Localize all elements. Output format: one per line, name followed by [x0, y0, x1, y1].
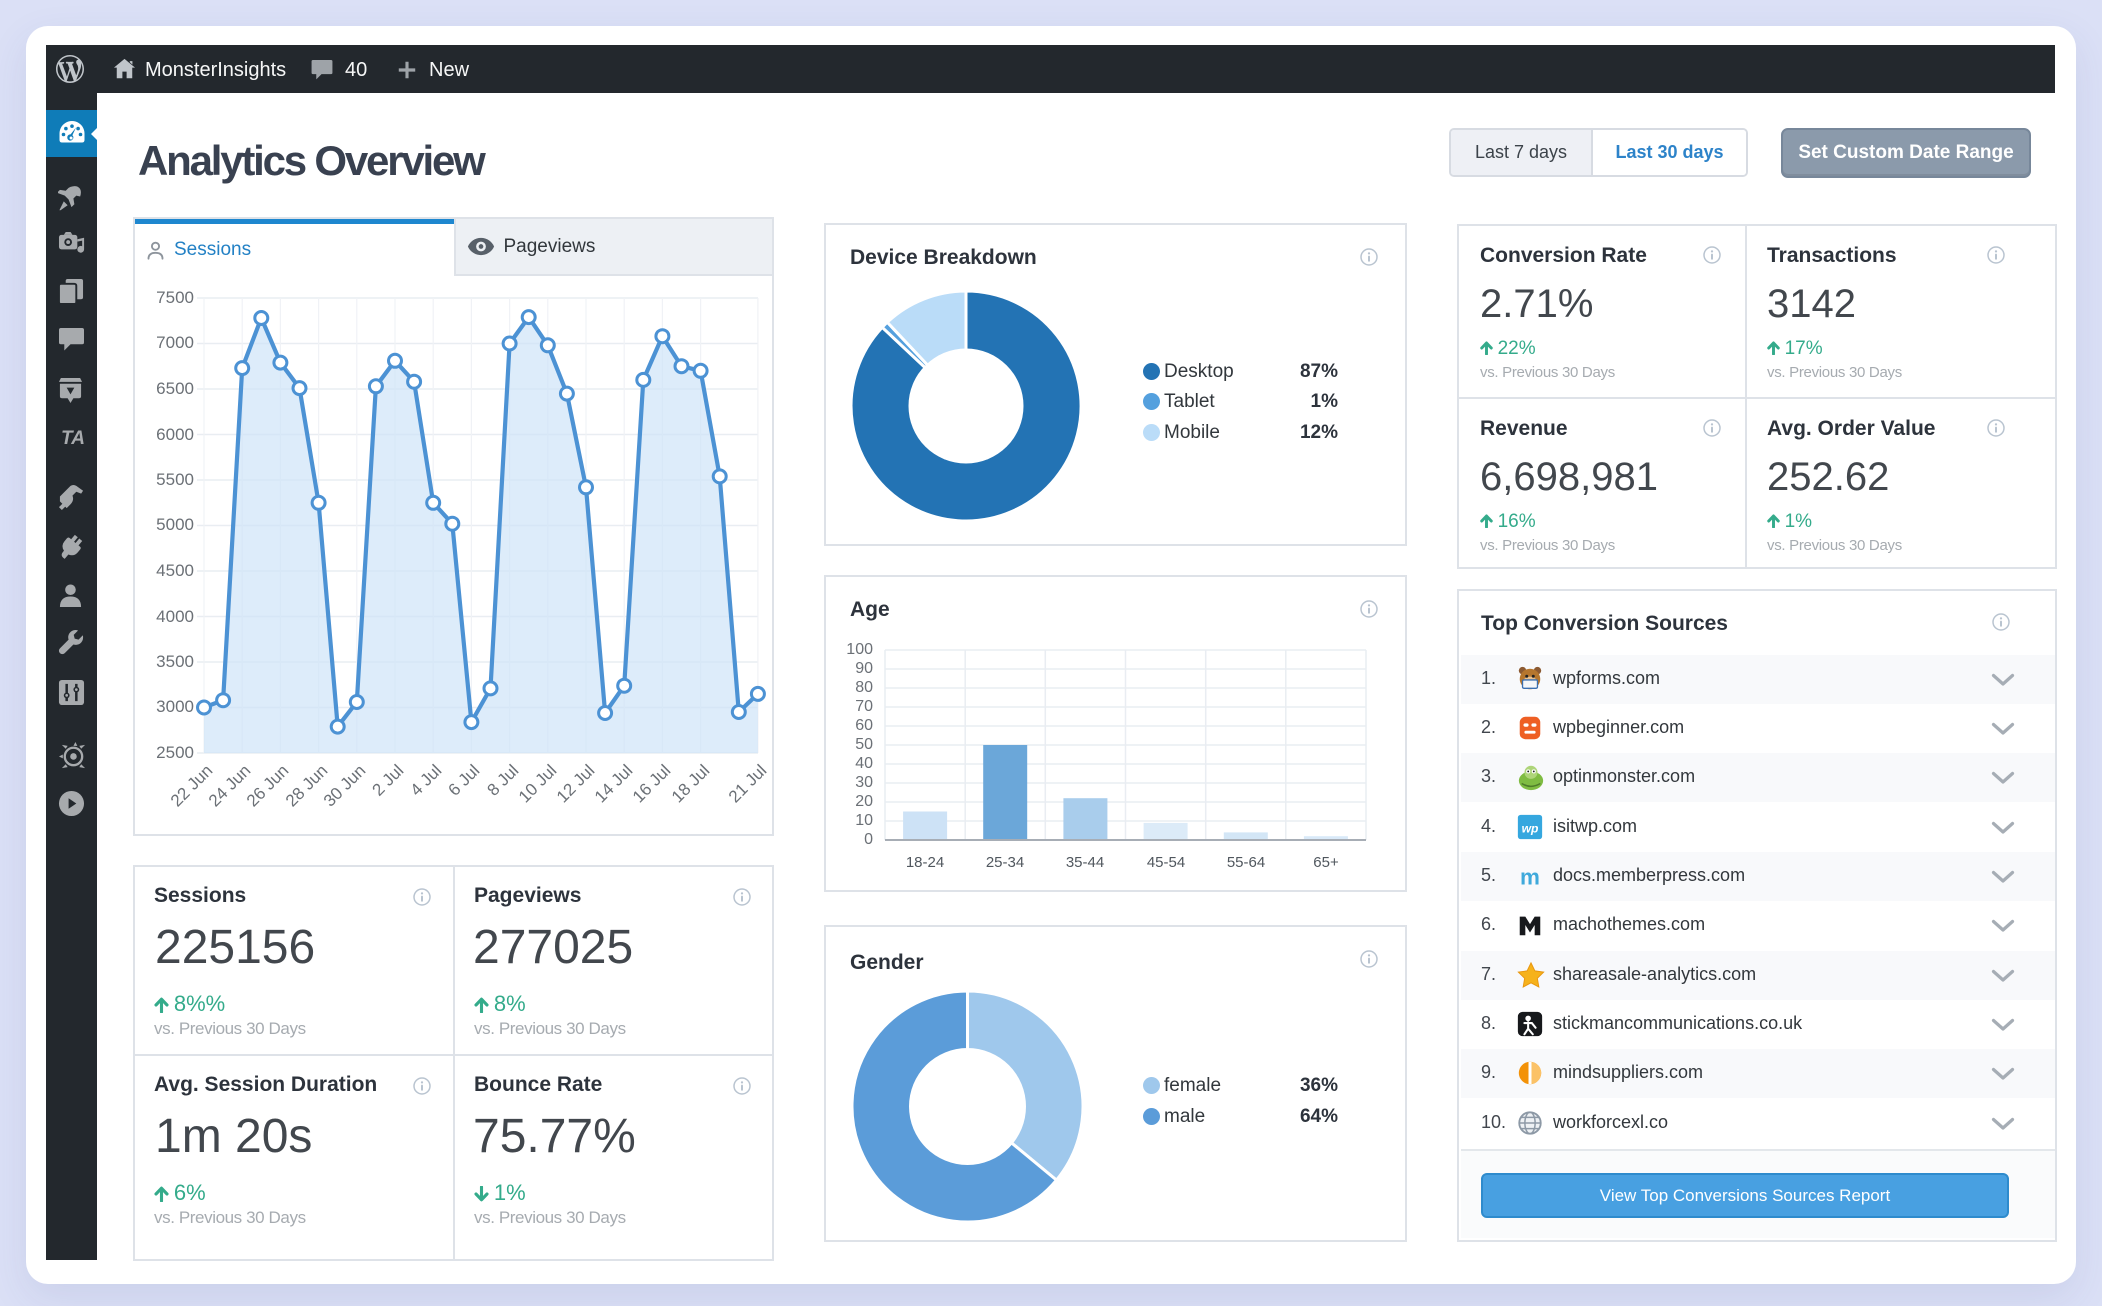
svg-text:TA: TA [61, 428, 85, 449]
svg-text:wp: wp [1522, 821, 1539, 835]
svg-text:m: m [1520, 864, 1540, 889]
